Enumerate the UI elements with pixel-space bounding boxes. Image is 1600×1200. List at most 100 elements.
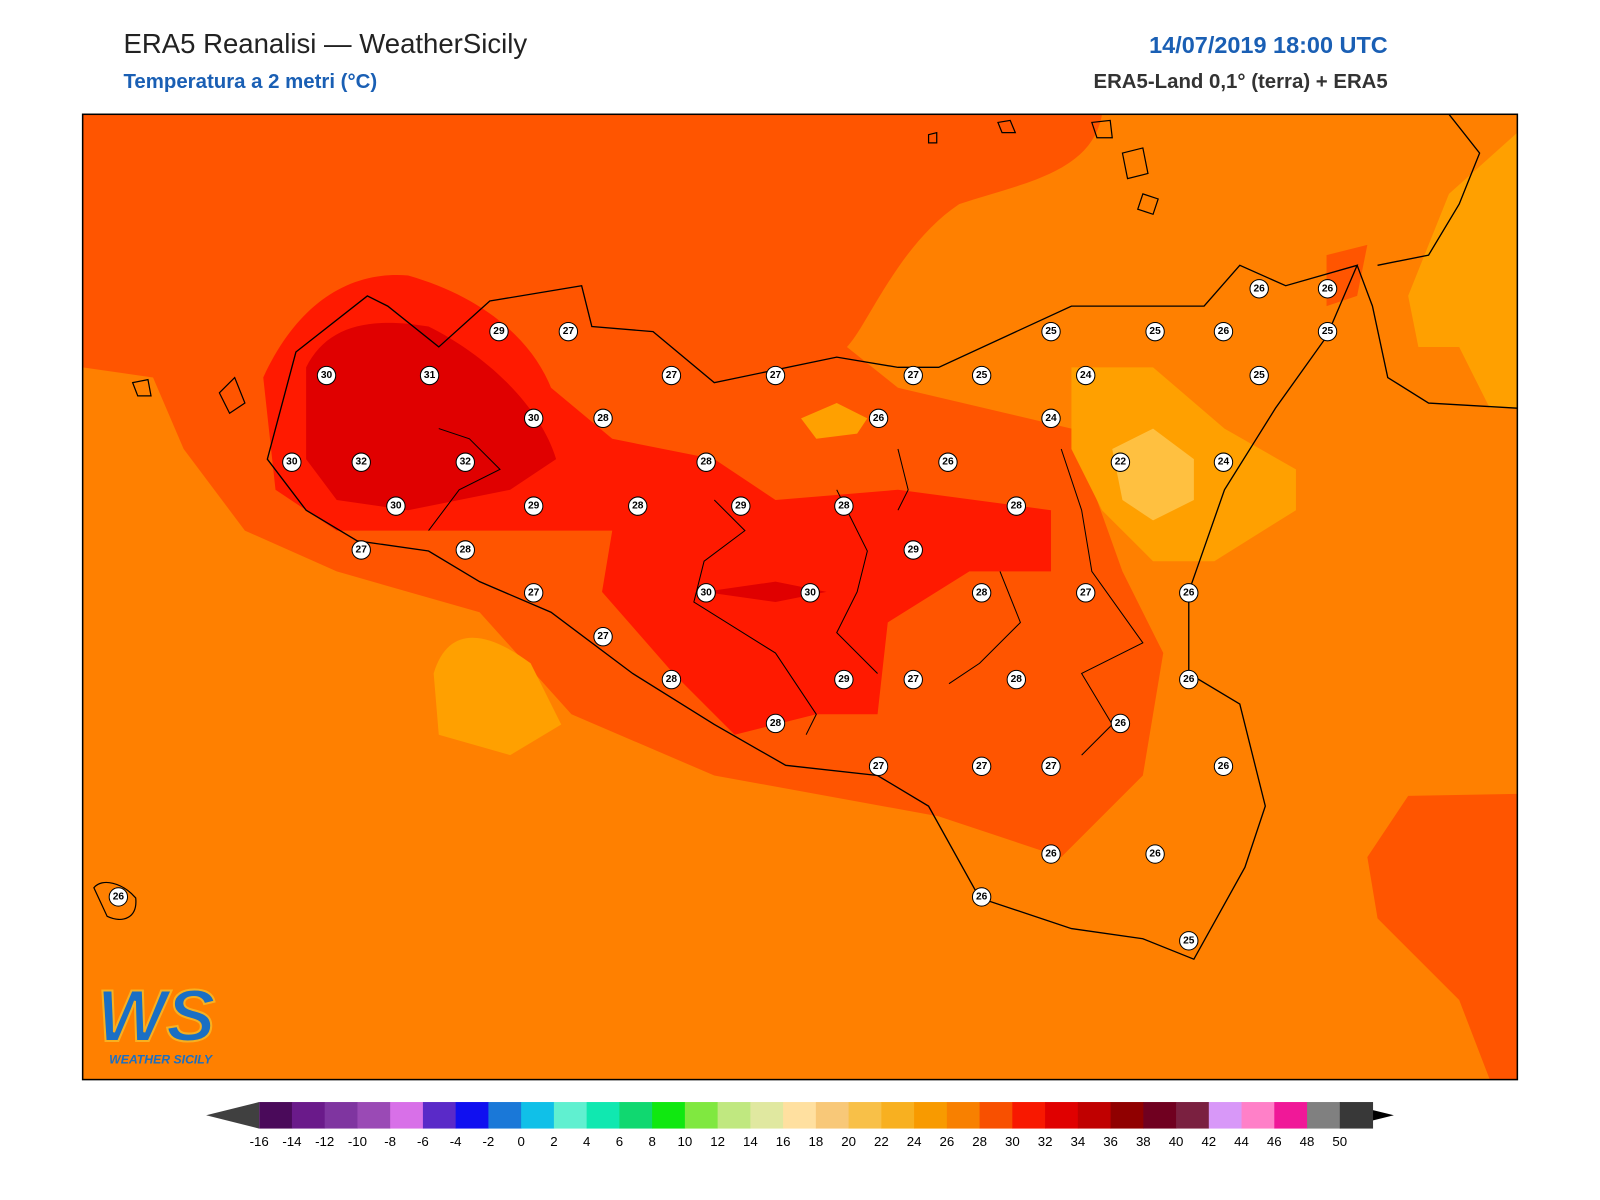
- temperature-field: [82, 114, 1518, 1080]
- station: 27: [868, 756, 889, 777]
- station: 30: [800, 583, 820, 603]
- station-value: 27: [976, 761, 988, 772]
- colorbar-cell: [357, 1102, 391, 1129]
- colorbar-cell: [259, 1102, 293, 1129]
- station: 26: [1041, 844, 1061, 864]
- stations: 26 26 29 27 25 25 26 25 30 31 27 27 27 25 24 25 30 28 26 24…: [108, 279, 1338, 951]
- station-value: 28: [632, 501, 644, 512]
- station: 25: [971, 365, 992, 386]
- station-value: 26: [1218, 326, 1230, 337]
- colorbar-cell: [750, 1102, 784, 1129]
- station: 28: [593, 408, 613, 429]
- colorbar-tick-label: 6: [616, 1134, 623, 1149]
- station-dot: [834, 496, 854, 516]
- station: 27: [558, 321, 579, 342]
- station-dot: [971, 887, 992, 907]
- title: ERA5 Reanalisi — WeatherSicily: [123, 28, 527, 59]
- colorbar-tick-label: -10: [348, 1134, 367, 1149]
- colorbar-tick-label: 4: [583, 1134, 590, 1149]
- station-value: 27: [1080, 587, 1092, 598]
- colorbar-cell: [455, 1102, 489, 1129]
- station-value: 26: [1254, 283, 1266, 294]
- colorbar-tick-label: 22: [874, 1134, 889, 1149]
- station: 29: [903, 540, 923, 560]
- colorbar-under: [206, 1102, 260, 1129]
- colorbar-cell: [422, 1102, 457, 1129]
- datetime: 14/07/2019 18:00 UTC: [1149, 32, 1388, 58]
- colorbar-cell: [488, 1102, 522, 1129]
- colorbar-tick-label: 24: [907, 1134, 922, 1149]
- station-value: 29: [735, 501, 747, 512]
- station-value: 28: [838, 501, 850, 512]
- colorbar-tick-label: 14: [743, 1134, 758, 1149]
- colorbar-cell: [1274, 1102, 1308, 1129]
- station-dot: [593, 408, 613, 429]
- station-dot: [868, 756, 889, 777]
- station: 30: [316, 365, 337, 386]
- colorbar-tick-label: 42: [1201, 1134, 1216, 1149]
- colorbar-cell: [586, 1102, 620, 1129]
- field-24: [433, 132, 1518, 756]
- station-value: 30: [700, 587, 712, 598]
- station-value: 24: [1045, 413, 1057, 424]
- station-value: 26: [113, 891, 125, 902]
- station-value: 26: [976, 891, 988, 902]
- station: 29: [834, 669, 854, 690]
- station-value: 28: [460, 545, 472, 556]
- station: 25: [1041, 321, 1061, 342]
- station: 26: [1213, 321, 1234, 342]
- station-dot: [1213, 452, 1234, 472]
- station-value: 27: [770, 370, 782, 381]
- colorbar-tick-label: 0: [517, 1134, 524, 1149]
- station-dot: [1110, 452, 1131, 472]
- station: 29: [731, 496, 751, 516]
- colorbar-tick-label: 28: [972, 1134, 987, 1149]
- station-dot: [1145, 844, 1165, 864]
- station-dot: [108, 887, 129, 907]
- colorbar-cell: [1208, 1102, 1243, 1129]
- colorbar-cell: [390, 1102, 424, 1129]
- station-dot: [455, 452, 475, 472]
- station: 26: [1110, 713, 1131, 734]
- colorbar-tick-label: 40: [1169, 1134, 1184, 1149]
- station-value: 31: [424, 370, 436, 381]
- station-dot: [868, 408, 889, 429]
- colorbar-cell: [1110, 1102, 1144, 1129]
- station: 27: [523, 583, 544, 603]
- station-dot: [1179, 583, 1199, 603]
- station-value: 27: [563, 326, 575, 337]
- map-frame: [81, 113, 1519, 1081]
- colorbar-tick-label: -4: [450, 1134, 462, 1149]
- colorbar-cell: [619, 1102, 653, 1129]
- station-dot: [523, 583, 544, 603]
- station-value: 27: [873, 761, 885, 772]
- station-dot: [1006, 496, 1027, 516]
- colorbar-cell: [1012, 1102, 1046, 1129]
- colorbar-tick-label: -16: [250, 1134, 269, 1149]
- station-value: 30: [805, 587, 817, 598]
- station-dot: [971, 583, 992, 603]
- colorbar-tick-label: 48: [1300, 1134, 1315, 1149]
- colorbar-tick-label: 50: [1332, 1134, 1347, 1149]
- field-26-se: [1367, 793, 1518, 1080]
- station-dot: [386, 496, 406, 516]
- station: 22: [1110, 452, 1131, 472]
- station: 32: [351, 452, 371, 472]
- station-value: 25: [1149, 326, 1161, 337]
- station: 24: [1041, 408, 1061, 429]
- station: 26: [938, 452, 958, 472]
- colorbar-tick-label: -14: [282, 1134, 301, 1149]
- station-dot: [1110, 713, 1131, 734]
- province-borders: [428, 428, 1144, 756]
- station-value: 28: [976, 587, 988, 598]
- station-value: 26: [942, 457, 954, 468]
- station: 28: [628, 496, 648, 516]
- station-dot: [938, 452, 958, 472]
- colorbar-cell: [881, 1102, 915, 1129]
- station-dot: [800, 583, 820, 603]
- station: 27: [661, 365, 682, 386]
- station-value: 32: [460, 457, 472, 468]
- station-value: 30: [321, 370, 333, 381]
- station: 31: [419, 365, 440, 386]
- station-value: 26: [1115, 718, 1127, 729]
